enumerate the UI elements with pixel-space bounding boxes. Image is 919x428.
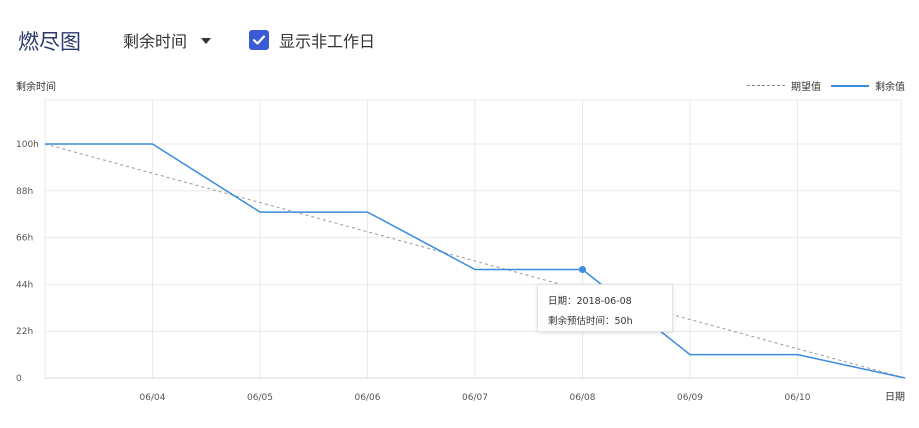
y-tick-label: 88h [16, 187, 33, 197]
x-tick-label: 06/09 [677, 393, 703, 403]
page-title: 燃尽图 [18, 30, 81, 54]
chart-legend: 期望值 剩余值 [747, 78, 905, 93]
metric-selector-label: 剩余时间 [123, 32, 188, 51]
caret-down-icon [201, 38, 212, 44]
x-tick-label: 06/05 [247, 393, 273, 403]
x-tick-label: 06/07 [462, 393, 488, 403]
y-tick-label: 0 [16, 374, 22, 384]
legend-label-remaining: 剩余值 [875, 82, 905, 93]
legend-item-expected[interactable]: 期望值 [747, 78, 821, 93]
metric-selector[interactable]: 剩余时间 [123, 28, 212, 52]
legend-label-expected: 期望值 [791, 82, 821, 93]
legend-solid-line-icon [831, 84, 869, 87]
y-axis-title: 剩余时间 [16, 82, 56, 93]
x-axis-title: 日期 [885, 392, 905, 403]
remaining-series-line [45, 143, 906, 379]
show-non-workday-label: 显示非工作日 [279, 32, 376, 51]
show-non-workday-toggle[interactable]: 显示非工作日 [249, 28, 375, 52]
x-tick-label: 06/08 [570, 393, 596, 403]
tooltip-date: 日期：2018-06-08 [548, 296, 632, 307]
x-tick-label: 06/06 [355, 393, 381, 403]
legend-dashed-line-icon [747, 85, 785, 86]
tooltip-remaining: 剩余预估时间：50h [548, 316, 633, 327]
x-tick-label: 06/10 [785, 393, 811, 403]
expected-series-line [44, 143, 906, 379]
data-point-tooltip: 日期：2018-06-08 剩余预估时间：50h [537, 284, 673, 332]
y-tick-label: 22h [16, 327, 33, 337]
y-tick-label: 66h [16, 234, 33, 244]
y-tick-label: 44h [16, 280, 33, 290]
chart-header: 燃尽图 剩余时间 显示非工作日 [0, 0, 919, 80]
x-tick-label: 06/04 [140, 393, 166, 403]
highlight-point [579, 266, 586, 274]
checkbox-checked-icon[interactable] [249, 30, 269, 50]
legend-item-remaining[interactable]: 剩余值 [831, 78, 905, 93]
y-tick-label: 100h [16, 140, 39, 150]
